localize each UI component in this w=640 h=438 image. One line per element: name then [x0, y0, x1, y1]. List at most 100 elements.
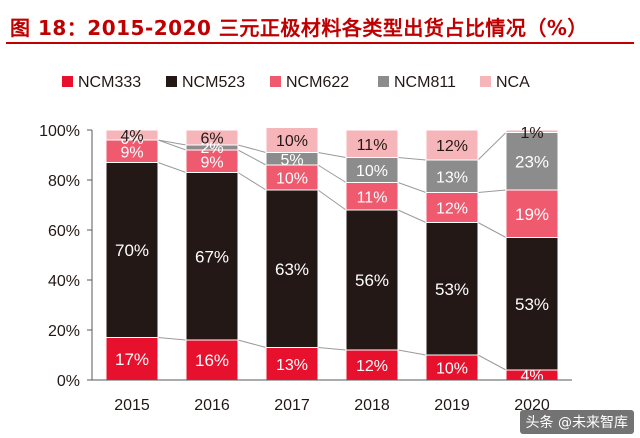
data-label-ncm622-2018: 11%: [357, 189, 388, 206]
connector-line: [317, 152, 347, 158]
data-label-ncm523-2015: 70%: [115, 241, 149, 260]
bar-segment-ncm811-2020: [505, 132, 559, 191]
bar-segment-ncm333-2017: [265, 347, 319, 381]
data-label-ncm811-2018: 10%: [356, 163, 388, 180]
x-tick-label: 2020: [514, 397, 550, 414]
bar-segment-ncm523-2015: [105, 162, 159, 338]
bar-segment-nca-2017: [265, 127, 319, 153]
x-tick-label: 2015: [114, 397, 150, 414]
data-label-ncm622-2017: 10%: [276, 171, 308, 188]
title-divider: [6, 42, 634, 44]
data-label-ncm622-2020: 19%: [515, 205, 549, 224]
legend-swatch-nca: [480, 76, 491, 87]
bar-segment-nca-2019: [425, 129, 479, 161]
legend-swatch-ncm622: [270, 76, 281, 87]
connector-line: [157, 139, 187, 146]
y-tick-label: 20%: [48, 323, 80, 340]
data-label-ncm523-2020: 53%: [515, 295, 549, 314]
axes-group: 0% 20% 40% 60% 80% 100% 2015 2016 2017 2018 2019 20…: [39, 123, 572, 414]
bars-group: 17%70%9%0%4%16%67%9%2%6%13%63%10%5%10%12…: [105, 125, 559, 385]
connector-line: [157, 139, 187, 151]
data-label-nca-2017: 10%: [276, 133, 308, 150]
bar-segment-ncm333-2015: [105, 337, 159, 381]
x-tick-label: 2017: [274, 397, 310, 414]
bar-segment-ncm622-2019: [425, 192, 479, 223]
bar-segment-ncm523-2018: [345, 209, 399, 351]
data-label-ncm811-2019: 13%: [436, 169, 468, 186]
data-label-nca-2016: 6%: [200, 131, 223, 148]
legend-label-ncm811: NCM811: [394, 74, 456, 91]
x-tick-label: 2019: [434, 397, 470, 414]
connector-line: [477, 222, 507, 238]
legend-swatch-ncm333: [62, 76, 73, 87]
chart-legend: NCM333 NCM523 NCM622 NCM811 NCA: [62, 74, 530, 91]
source-watermark: 头条 @未来智库: [519, 410, 634, 434]
y-tick-label: 60%: [48, 223, 80, 240]
bar-segment-nca-2015: [105, 129, 159, 141]
connector-line: [157, 337, 187, 341]
data-label-ncm811-2017: 5%: [280, 152, 303, 169]
legend-label-ncm622: NCM622: [286, 74, 349, 91]
legend-swatch-ncm811: [378, 76, 389, 87]
bar-segment-ncm333-2019: [425, 354, 479, 381]
x-tick-label: 2016: [194, 397, 230, 414]
figure-header: 图 18：2015-2020 三元正极材料各类型出货占比情况（%）: [0, 0, 640, 44]
connector-line: [397, 157, 427, 161]
connector-line: [477, 189, 507, 193]
y-tick-label: 0%: [57, 373, 80, 390]
connector-line: [157, 162, 187, 173]
connector-line: [397, 349, 427, 356]
data-label-ncm523-2019: 53%: [435, 280, 469, 299]
bar-segment-nca-2020: [505, 129, 559, 133]
bar-segment-nca-2016: [185, 129, 239, 146]
bar-segment-ncm622-2020: [505, 189, 559, 238]
data-label-ncm333-2017: 13%: [276, 357, 308, 374]
connector-line: [397, 182, 427, 193]
bar-segment-ncm333-2018: [345, 349, 399, 381]
bar-segment-ncm523-2020: [505, 237, 559, 371]
connector-line: [317, 189, 347, 211]
connector-line: [237, 149, 267, 166]
y-tick-label: 80%: [48, 173, 80, 190]
legend-label-ncm523: NCM523: [182, 74, 245, 91]
data-label-ncm523-2017: 63%: [275, 260, 309, 279]
y-tick-label: 40%: [48, 273, 80, 290]
data-label-ncm333-2018: 12%: [356, 358, 388, 375]
data-label-ncm523-2016: 67%: [195, 247, 229, 266]
series-connector-lines: [157, 132, 507, 371]
bar-segment-ncm811-2018: [345, 157, 399, 183]
legend-swatch-ncm523: [166, 76, 177, 87]
data-label-ncm333-2019: 10%: [436, 361, 468, 378]
data-label-ncm811-2016: 2%: [200, 140, 223, 157]
chart-title: 图 18：2015-2020 三元正极材料各类型出货占比情况（%）: [10, 16, 588, 40]
legend-label-nca: NCA: [496, 74, 530, 91]
connector-line: [317, 347, 347, 351]
data-label-ncm622-2019: 12%: [436, 201, 468, 218]
x-tick-label: 2018: [354, 397, 390, 414]
data-label-ncm811-2015: 0%: [120, 131, 143, 148]
data-label-nca-2020: 1%: [520, 125, 543, 142]
data-label-ncm333-2020: 4%: [520, 368, 543, 385]
data-label-ncm523-2018: 56%: [355, 271, 389, 290]
legend-label-ncm333: NCM333: [78, 74, 141, 91]
y-tick-label: 100%: [39, 123, 80, 140]
connector-line: [237, 172, 267, 191]
bar-segment-nca-2018: [345, 129, 399, 158]
data-label-nca-2019: 12%: [436, 138, 468, 155]
connector-line: [477, 132, 507, 161]
data-label-ncm333-2015: 17%: [115, 350, 149, 369]
data-label-ncm622-2016: 9%: [200, 154, 223, 171]
connector-line: [397, 209, 427, 223]
bar-segment-ncm523-2017: [265, 189, 319, 348]
data-label-ncm811-2020: 23%: [515, 152, 549, 171]
connector-line: [237, 144, 267, 153]
connector-line: [317, 164, 347, 183]
data-label-ncm622-2015: 9%: [120, 144, 143, 161]
connector-line: [237, 339, 267, 348]
bar-segment-ncm622-2017: [265, 164, 319, 191]
data-label-ncm333-2016: 16%: [195, 351, 229, 370]
bar-segment-ncm622-2018: [345, 182, 399, 211]
connector-line: [477, 354, 507, 371]
data-label-nca-2018: 11%: [357, 137, 388, 154]
